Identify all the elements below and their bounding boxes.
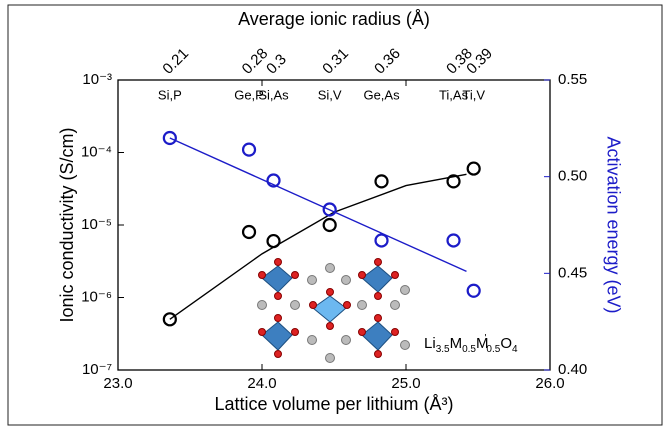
plot-area <box>118 80 550 370</box>
data-point <box>243 226 255 238</box>
y-tick-label: 10⁻⁵ <box>81 216 112 233</box>
fit-line <box>170 174 467 319</box>
top-category: Ti,V <box>462 87 485 102</box>
top-axis-title: Average ionic radius (Å) <box>238 9 430 29</box>
y-tick-label: 10⁻⁶ <box>81 288 112 305</box>
data-point <box>243 144 255 156</box>
top-value-label: 0.21 <box>159 45 192 78</box>
y2-tick-label: 0.40 <box>558 361 587 378</box>
formula-part: Li <box>424 335 436 352</box>
top-category: Ge,As <box>363 87 400 102</box>
y-axis-title: Ionic conductivity (S/cm) <box>57 127 77 322</box>
crystal-inset <box>258 259 410 363</box>
y-tick-label: 10⁻⁷ <box>82 361 112 378</box>
top-category: Si,As <box>258 87 289 102</box>
data-point <box>268 235 280 247</box>
top-value-label: 0.31 <box>319 45 352 78</box>
formula-part: 0.5 <box>462 344 476 355</box>
x-tick-label: 25.0 <box>391 375 420 392</box>
formula-part: M <box>450 335 463 352</box>
top-category: Si,V <box>318 87 342 102</box>
formula-part: 4 <box>512 344 518 355</box>
y2-tick-label: 0.55 <box>558 71 587 88</box>
formula-part: O <box>500 335 512 352</box>
y-tick-label: 10⁻³ <box>82 71 112 88</box>
fit-line <box>170 138 467 271</box>
y2-tick-label: 0.45 <box>558 264 587 281</box>
formula-part: 3.5 <box>436 344 450 355</box>
data-point <box>448 234 460 246</box>
y2-tick-label: 0.50 <box>558 168 587 185</box>
y-tick-label: 10⁻⁴ <box>81 143 112 160</box>
x-tick-label: 24.0 <box>247 375 276 392</box>
formula-part: ' <box>485 333 487 344</box>
data-point <box>376 175 388 187</box>
formula-part: 0.5 <box>486 344 500 355</box>
data-point <box>376 234 388 246</box>
y2-axis-title: Activation energy (eV) <box>603 136 623 313</box>
data-point <box>324 219 336 231</box>
formula: Li3.5M0.5M'0.5O4 <box>424 333 518 355</box>
x-axis-title: Lattice volume per lithium (Å³) <box>214 394 453 414</box>
data-point <box>468 285 480 297</box>
chart: Average ionic radius (Å) Lattice volume … <box>0 0 671 431</box>
data-point <box>468 163 480 175</box>
top-value-label: 0.36 <box>371 45 404 78</box>
top-category: Si,P <box>158 87 182 102</box>
